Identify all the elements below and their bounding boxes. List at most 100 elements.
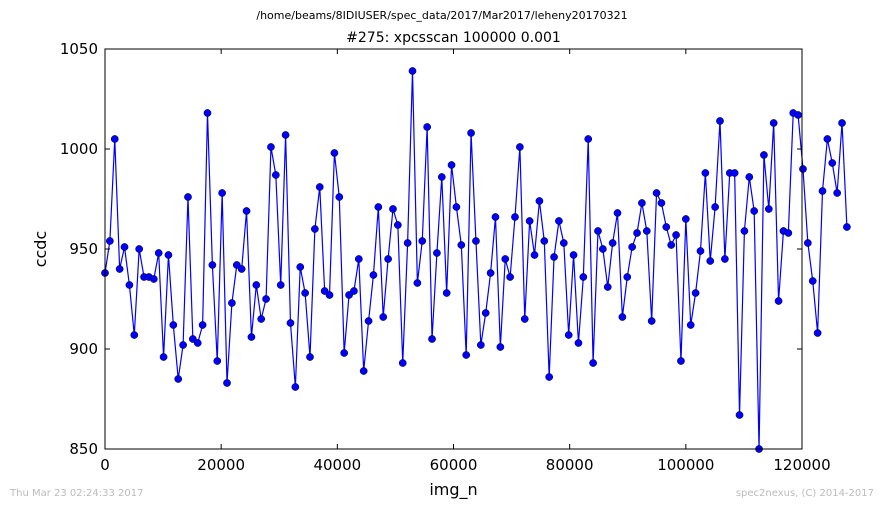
data-point bbox=[462, 351, 471, 359]
data-point bbox=[203, 109, 212, 117]
data-point bbox=[579, 273, 588, 281]
data-point bbox=[618, 313, 627, 321]
data-point bbox=[686, 321, 695, 329]
data-point bbox=[681, 215, 690, 223]
data-point bbox=[433, 249, 441, 257]
data-point bbox=[599, 245, 607, 253]
data-point bbox=[149, 275, 158, 283]
data-point bbox=[691, 289, 700, 297]
data-point bbox=[154, 249, 163, 257]
data-point bbox=[179, 341, 187, 349]
y-tick-label: 1050 bbox=[60, 40, 98, 58]
x-tick-label: 80000 bbox=[546, 456, 594, 474]
data-point bbox=[652, 189, 661, 197]
y-tick-label: 1000 bbox=[60, 140, 98, 158]
data-point bbox=[662, 223, 671, 231]
data-point bbox=[516, 143, 524, 151]
data-point bbox=[555, 217, 563, 225]
data-point bbox=[584, 135, 593, 143]
data-point bbox=[535, 197, 544, 205]
data-point bbox=[247, 333, 256, 341]
data-point bbox=[335, 193, 344, 201]
data-point bbox=[237, 265, 246, 273]
y-tick-label: 900 bbox=[69, 340, 98, 358]
data-point bbox=[496, 343, 505, 351]
data-point bbox=[159, 353, 168, 361]
data-point bbox=[286, 319, 295, 327]
data-point bbox=[750, 207, 759, 215]
scan-title: #275: xpcsscan 100000 0.001 bbox=[346, 30, 561, 46]
data-point bbox=[608, 239, 617, 247]
data-point bbox=[657, 199, 666, 207]
data-point bbox=[403, 239, 412, 247]
data-point bbox=[257, 315, 266, 323]
data-point bbox=[340, 349, 349, 357]
data-point bbox=[413, 279, 422, 287]
data-point bbox=[228, 299, 236, 307]
data-point bbox=[262, 295, 270, 303]
data-point bbox=[594, 227, 602, 235]
data-point bbox=[481, 309, 490, 317]
data-point bbox=[213, 357, 222, 365]
data-point bbox=[315, 183, 324, 191]
data-point bbox=[511, 213, 519, 221]
data-point bbox=[418, 237, 427, 245]
x-tick-label: 60000 bbox=[430, 456, 478, 474]
data-point bbox=[423, 123, 431, 131]
data-point bbox=[369, 271, 378, 279]
data-point bbox=[784, 229, 793, 237]
data-point bbox=[677, 357, 685, 365]
data-point bbox=[301, 289, 309, 297]
data-point bbox=[208, 261, 217, 269]
data-point bbox=[325, 291, 334, 299]
data-point bbox=[281, 131, 290, 139]
data-point bbox=[740, 227, 749, 235]
data-point bbox=[843, 223, 851, 231]
data-point bbox=[130, 331, 139, 339]
data-point bbox=[120, 243, 129, 251]
footer-credit: spec2nexus, (C) 2014-2017 bbox=[735, 488, 874, 499]
series-line bbox=[104, 70, 848, 450]
data-point bbox=[589, 359, 597, 367]
plot-lines bbox=[104, 70, 848, 450]
data-point bbox=[745, 173, 754, 181]
data-point bbox=[564, 331, 573, 339]
data-point bbox=[125, 281, 134, 289]
x-tick-label: 120000 bbox=[773, 456, 830, 474]
data-point bbox=[667, 241, 676, 249]
data-point bbox=[306, 353, 314, 361]
data-point bbox=[569, 251, 578, 259]
footer-timestamp: Thu Mar 23 02:24:33 2017 bbox=[10, 488, 144, 499]
data-point bbox=[311, 225, 319, 233]
x-tick-label: 20000 bbox=[197, 456, 245, 474]
data-point bbox=[174, 375, 183, 383]
data-point bbox=[394, 221, 402, 229]
data-point bbox=[760, 151, 768, 159]
data-point bbox=[442, 289, 451, 297]
data-point bbox=[354, 255, 363, 263]
data-point bbox=[408, 67, 417, 75]
data-point bbox=[701, 169, 710, 177]
data-point bbox=[764, 205, 773, 213]
data-point bbox=[804, 239, 812, 247]
data-point bbox=[110, 135, 119, 143]
data-point bbox=[135, 245, 144, 253]
data-point bbox=[193, 339, 202, 347]
data-point bbox=[721, 255, 729, 263]
data-point bbox=[379, 313, 388, 321]
data-point bbox=[428, 335, 436, 343]
data-point bbox=[530, 251, 539, 259]
x-tick-label: 40000 bbox=[313, 456, 361, 474]
data-point bbox=[794, 111, 802, 119]
data-point bbox=[838, 119, 846, 127]
data-point bbox=[633, 229, 641, 237]
data-point bbox=[501, 255, 510, 263]
data-point bbox=[711, 203, 719, 211]
data-point bbox=[296, 263, 305, 271]
data-point bbox=[550, 253, 558, 261]
data-point bbox=[628, 243, 637, 251]
x-ticks: 0 20000 40000 60000 80000 100000 120000 bbox=[100, 49, 831, 474]
data-point bbox=[799, 165, 807, 173]
data-point bbox=[291, 383, 300, 391]
data-point bbox=[828, 159, 837, 167]
